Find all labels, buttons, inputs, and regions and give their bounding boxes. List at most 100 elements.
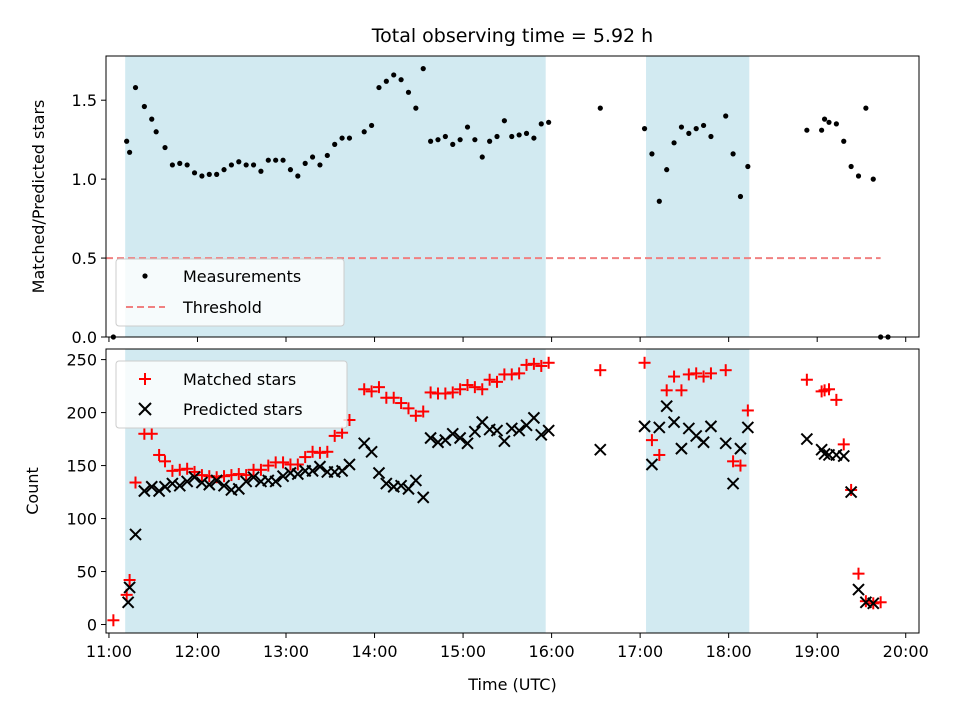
matched-star-point: [336, 426, 349, 439]
measurement-point: [280, 157, 286, 163]
matched-star-point: [232, 468, 245, 481]
matched-star-point: [402, 402, 415, 415]
matched-star-point: [372, 381, 385, 394]
predicted-star-point: [239, 475, 253, 488]
measurement-point: [516, 132, 522, 138]
matched-star-point: [638, 356, 651, 369]
x-tick-label-5: 16:00: [529, 642, 575, 661]
predicted-star-point: [446, 427, 459, 440]
predicted-star-point: [291, 467, 305, 481]
x-tick-label-1: 12:00: [174, 642, 220, 661]
matched-star-point: [483, 373, 496, 386]
measurement-point: [149, 116, 155, 122]
bottom-panel: 11:00 12:00 13:00 14:00 15:00 16:00 17:00 18:00…: [23, 348, 929, 694]
predicted-star-point: [217, 479, 231, 492]
measurement-point: [428, 138, 434, 144]
matched-star-point: [535, 359, 548, 372]
matched-star-point: [800, 373, 813, 386]
matched-star-point: [527, 357, 540, 370]
predicted-star-point: [394, 479, 408, 492]
measurement-point: [472, 137, 478, 143]
measurement-point: [723, 113, 729, 119]
measurement-point: [258, 168, 264, 174]
measurement-point: [494, 133, 500, 140]
predicted-star-point: [276, 469, 290, 483]
predicted-star-point: [180, 475, 194, 488]
measurement-point: [737, 193, 744, 200]
measurement-point: [538, 121, 544, 127]
measurement-point: [450, 141, 456, 147]
matched-star-point: [741, 404, 754, 417]
measurement-point: [221, 167, 227, 173]
predicted-star-point: [837, 449, 850, 463]
measurement-point: [841, 138, 847, 144]
matched-star-point: [409, 409, 422, 422]
predicted-star-point: [734, 442, 747, 455]
matched-star-point: [321, 445, 334, 458]
measurement-point: [531, 135, 537, 141]
top-y-tick-label-0: 0.0: [72, 328, 97, 347]
measurement-point: [678, 124, 685, 130]
matched-star-point: [697, 370, 710, 383]
bottom-legend: Matched stars Predicted stars: [115, 360, 348, 429]
matched-star-point: [461, 379, 474, 392]
predicted-star-point: [453, 431, 467, 445]
measurement-point: [368, 122, 375, 129]
measurement-point: [273, 157, 279, 163]
predicted-star-point: [380, 477, 393, 490]
matched-star-point: [594, 364, 607, 377]
matched-star-point: [653, 448, 666, 461]
measurement-point: [870, 176, 876, 182]
legend-threshold-label: Threshold: [182, 298, 262, 317]
measurement-point: [693, 126, 699, 132]
legend-measurements-marker-icon: [142, 273, 148, 279]
measurement-point: [671, 140, 677, 146]
x-tick-label-7: 18:00: [706, 642, 752, 661]
x-tick-label-9: 20:00: [883, 642, 929, 661]
measurement-point: [833, 121, 839, 127]
matched-star-point: [660, 384, 673, 397]
measurement-point: [383, 78, 389, 84]
measurement-point: [700, 122, 707, 129]
measurement-point: [199, 173, 205, 179]
predicted-star-point: [490, 424, 504, 437]
x-tick-label-8: 19:00: [794, 642, 840, 661]
bot-shaded-interval-1: [646, 349, 750, 633]
measurement-point: [332, 141, 338, 147]
measurement-point: [826, 119, 832, 125]
matched-star-point: [719, 364, 732, 377]
matched-star-point: [446, 386, 459, 399]
matched-star-point: [822, 383, 835, 396]
predicted-star-point: [129, 528, 142, 541]
matched-star-point: [129, 476, 142, 489]
measurement-point: [821, 116, 828, 122]
measurement-point: [127, 149, 133, 155]
bot-y-tick-label-2: 100: [66, 510, 97, 529]
top-panel-frame: [105, 55, 920, 338]
matched-star-point: [734, 459, 747, 472]
matched-star-point: [181, 462, 194, 475]
legend-measurements-label: Measurements: [183, 267, 301, 286]
matched-star-point: [454, 383, 467, 396]
predicted-star-point: [697, 436, 710, 449]
x-axis-title: Time (UTC): [467, 675, 556, 694]
predicted-star-point: [121, 596, 135, 609]
predicted-star-point: [505, 422, 518, 435]
matched-star-point: [153, 448, 166, 461]
predicted-star-point: [468, 425, 482, 438]
predicted-star-point: [867, 597, 880, 610]
predicted-star-point: [542, 424, 555, 437]
predicted-star-point: [844, 485, 858, 499]
matched-star-point: [668, 370, 681, 383]
matched-star-point: [313, 446, 326, 459]
x-axis-ticks: 11:00 12:00 13:00 14:00 15:00 16:00 17:00 18:00…: [86, 633, 929, 661]
legend-matched-label: Matched stars: [183, 370, 296, 389]
measurement-point: [206, 171, 212, 177]
measurement-point: [317, 162, 323, 168]
measurement-point: [132, 84, 139, 91]
predicted-star-point: [818, 447, 831, 461]
matched-star-point: [159, 455, 172, 468]
measurement-point: [243, 162, 249, 168]
predicted-star-point: [800, 432, 814, 446]
